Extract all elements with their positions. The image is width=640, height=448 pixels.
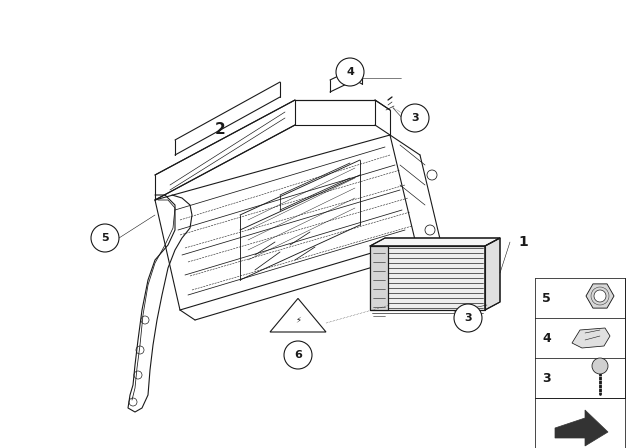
Text: 2: 2: [214, 122, 225, 138]
Polygon shape: [586, 284, 614, 308]
Text: 5: 5: [101, 233, 109, 243]
Text: 4: 4: [542, 332, 551, 345]
Circle shape: [454, 304, 482, 332]
FancyBboxPatch shape: [535, 398, 625, 448]
Polygon shape: [270, 298, 326, 332]
Text: 3: 3: [411, 113, 419, 123]
Circle shape: [486, 296, 494, 304]
Polygon shape: [370, 246, 485, 310]
Text: 3: 3: [542, 371, 550, 384]
Text: 4: 4: [346, 67, 354, 77]
Circle shape: [594, 290, 606, 302]
Circle shape: [91, 224, 119, 252]
Text: 1: 1: [518, 235, 528, 249]
Circle shape: [592, 358, 608, 374]
Circle shape: [401, 104, 429, 132]
Text: ⚡: ⚡: [295, 315, 301, 324]
Circle shape: [284, 341, 312, 369]
Polygon shape: [370, 246, 388, 310]
Polygon shape: [485, 238, 500, 310]
Text: 3: 3: [464, 313, 472, 323]
Polygon shape: [555, 410, 608, 446]
Polygon shape: [572, 328, 610, 348]
Circle shape: [336, 58, 364, 86]
Text: 5: 5: [542, 292, 551, 305]
Text: 6: 6: [294, 350, 302, 360]
Polygon shape: [370, 238, 500, 246]
